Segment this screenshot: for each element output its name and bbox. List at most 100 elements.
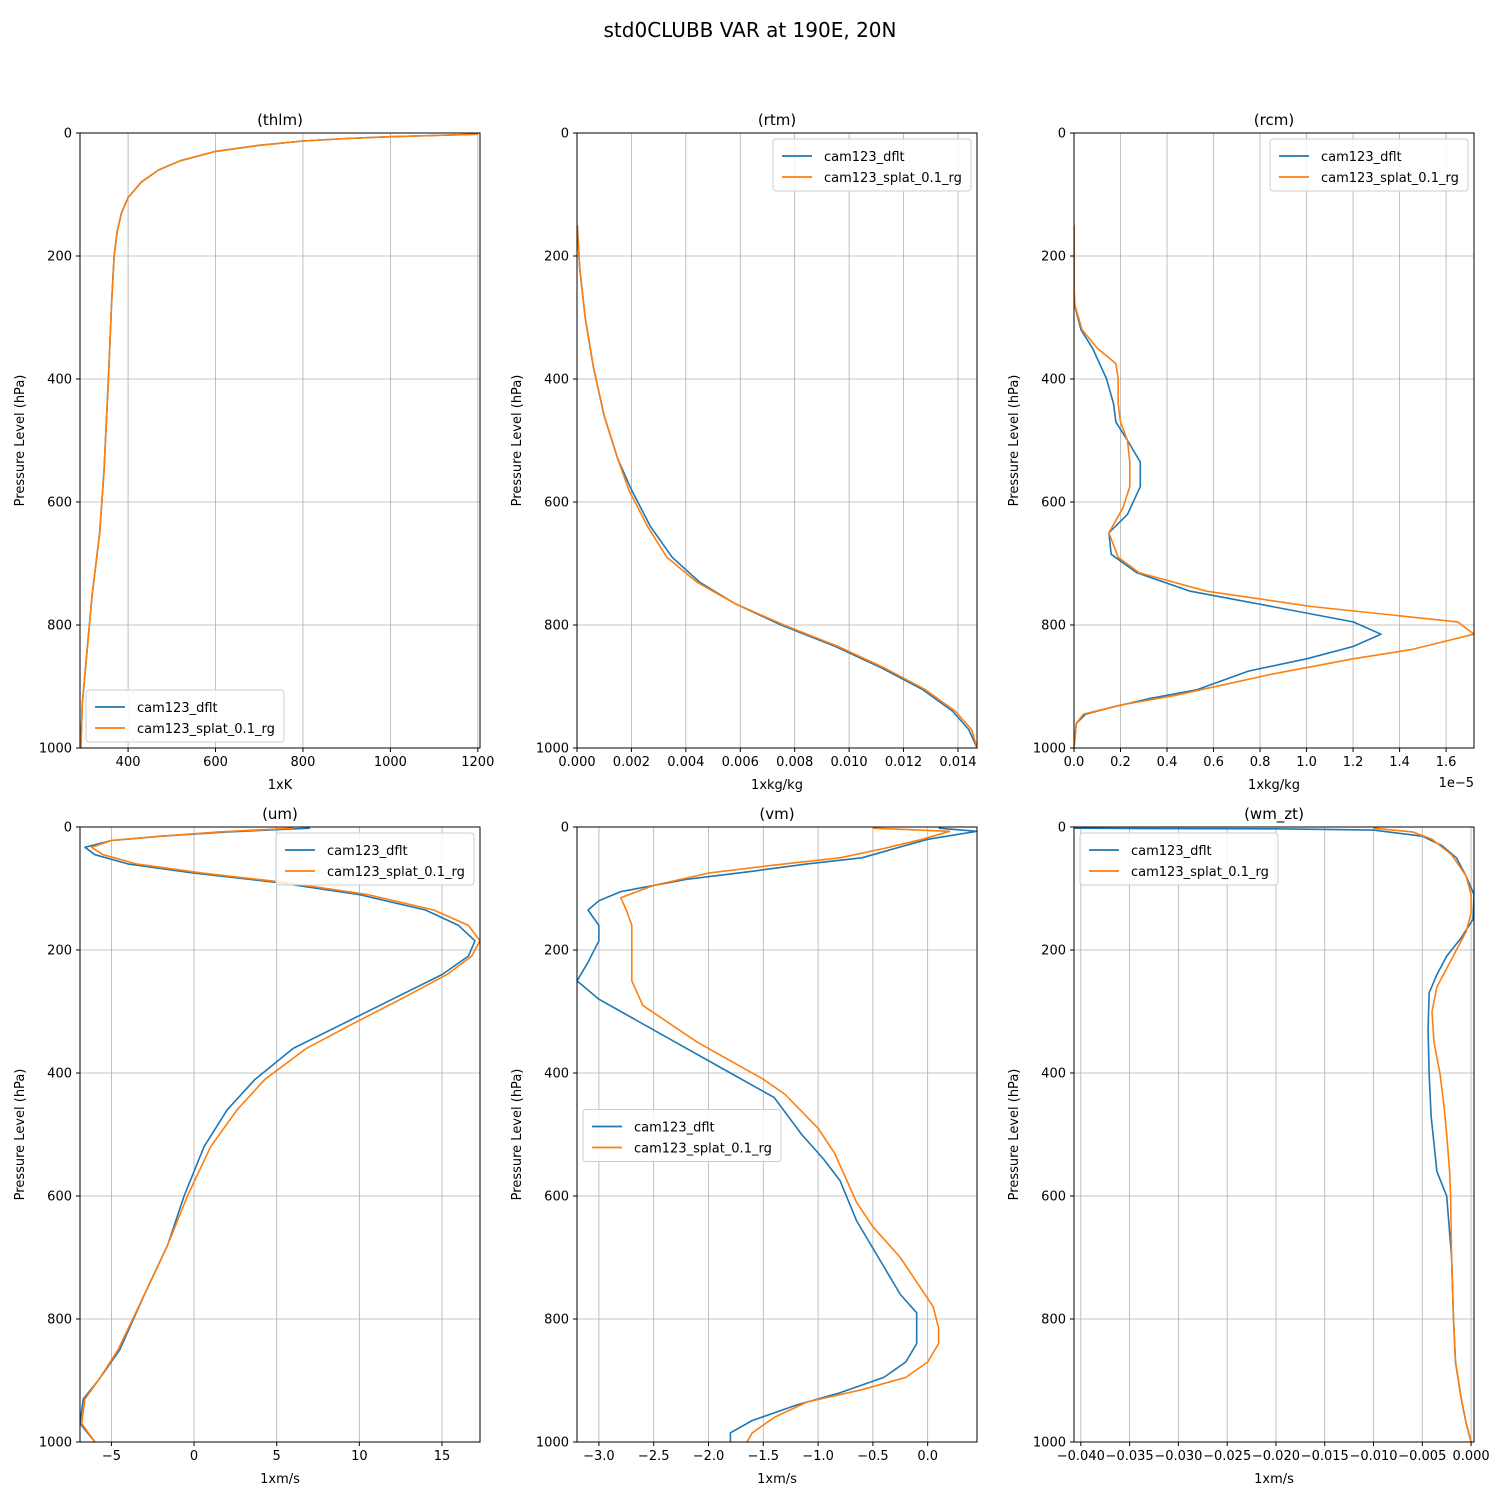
y-tick-label: 400 [47,1067,72,1082]
x-tick-label: 1.4 [1389,755,1410,770]
series-group [80,827,480,1442]
x-tick-label: −1.5 [748,1449,780,1464]
y-axis-label: Pressure Level (hPa) [13,375,28,507]
legend-label: cam123_dflt [634,1121,715,1136]
x-axis-label: 1xm/s [757,1472,797,1487]
x-tick-label: 0.012 [885,755,922,770]
x-tick-label: 0.8 [1250,755,1271,770]
x-tick-label: 0.010 [830,755,867,770]
y-tick-label: 800 [47,619,72,634]
series-group [1074,827,1474,1442]
x-tick-label: −0.030 [1154,1449,1202,1464]
y-tick-label: 600 [544,496,569,511]
y-tick-label: 1000 [39,742,72,757]
legend: cam123_dflt cam123_splat_0.1_rg [85,689,285,743]
y-tick-label: 800 [1041,1313,1066,1328]
series-line-cam123-splat-0-1-rg [577,225,977,748]
x-tick-label: −0.015 [1301,1449,1349,1464]
y-tick-label: 200 [544,250,569,265]
axes-frame [576,826,978,1443]
x-axis-label: 1xm/s [260,1472,300,1487]
legend-label: cam123_dflt [824,150,905,165]
legend-box [582,1109,782,1162]
x-tick-label: 0.006 [722,755,759,770]
y-tick-label: 0 [561,821,569,836]
series-group [577,827,977,1442]
axes-frame [1073,132,1475,749]
x-tick-label: 10 [351,1449,368,1464]
legend-label: cam123_splat_0.1_rg [824,171,962,186]
x-tick-label: 1200 [461,755,494,770]
panel-rcm: 0.0 0.2 0.4 0.6 0.8 1.0 1.2 1.4 1.6 0 200 400 600 800… [1007,111,1475,793]
x-tick-label: 1.2 [1343,755,1364,770]
x-offset-text: 1e−5 [1439,776,1474,791]
x-tick-label: −0.040 [1057,1449,1105,1464]
y-tick-label: 400 [1041,1067,1066,1082]
legend: cam123_dflt cam123_splat_0.1_rg [582,1109,782,1162]
y-tick-label: 200 [1041,944,1066,959]
x-axis-label: 1xK [268,778,293,793]
legend: cam123_dflt cam123_splat_0.1_rg [1079,832,1279,886]
x-tick-label: 600 [203,755,228,770]
figure-title: std0CLUBB VAR at 190E, 20N [604,18,897,42]
y-axis-label: Pressure Level (hPa) [510,375,525,507]
y-tick-label: 1000 [1033,1436,1066,1451]
series-line-cam123-splat-0-1-rg [80,827,480,1442]
x-tick-label: −0.005 [1398,1449,1446,1464]
legend: cam123_dflt cam123_splat_0.1_rg [772,138,972,192]
series-line-cam123-dflt [1074,225,1382,748]
series-group [577,225,977,748]
y-tick-label: 800 [544,619,569,634]
panel-wm_zt: −0.040 −0.035 −0.030 −0.025 −0.020 −0.015 −0.0… [1007,805,1490,1487]
legend-box [1079,832,1279,886]
x-tick-label: 0.0 [917,1449,938,1464]
legend: cam123_dflt cam123_splat_0.1_rg [1269,138,1469,192]
series-group [1074,225,1474,748]
y-axis-label: Pressure Level (hPa) [1007,375,1022,507]
legend-label: cam123_dflt [1131,844,1212,859]
x-axis-label: 1xkg/kg [751,778,803,793]
axes-frame [576,132,978,749]
y-tick-label: 600 [1041,1190,1066,1205]
panel-title: (vm) [759,805,794,823]
y-axis-label: Pressure Level (hPa) [1007,1069,1022,1201]
legend-label: cam123_dflt [1321,150,1402,165]
y-tick-label: 200 [544,944,569,959]
legend: cam123_dflt cam123_splat_0.1_rg [275,832,475,886]
x-tick-label: 800 [291,755,316,770]
legend-label: cam123_dflt [137,701,218,716]
y-tick-label: 800 [47,1313,72,1328]
legend-label: cam123_splat_0.1_rg [1131,865,1269,880]
y-tick-label: 400 [544,1067,569,1082]
y-tick-label: 600 [47,496,72,511]
series-line-cam123-dflt [577,827,977,1442]
axes-frame [79,132,481,749]
x-tick-label: 0.000 [1452,1449,1489,1464]
y-tick-label: 400 [544,373,569,388]
x-axis-label: 1xkg/kg [1248,778,1300,793]
x-tick-label: 0.6 [1203,755,1224,770]
x-tick-label: 0.008 [776,755,813,770]
series-group [80,133,478,748]
y-tick-label: 200 [47,250,72,265]
y-tick-label: 400 [47,373,72,388]
series-line-cam123-splat-0-1-rg [1074,225,1474,748]
series-line-cam123-splat-0-1-rg [620,827,951,1442]
x-tick-label: −2.0 [693,1449,725,1464]
series-line-cam123-splat-0-1-rg [80,133,478,748]
y-tick-label: 600 [47,1190,72,1205]
series-line-cam123-splat-0-1-rg [1373,827,1472,1442]
legend-label: cam123_splat_0.1_rg [327,865,465,880]
y-tick-label: 1000 [39,1436,72,1451]
x-tick-label: 0.0 [1064,755,1085,770]
y-tick-label: 200 [47,944,72,959]
y-tick-label: 1000 [1033,742,1066,757]
y-tick-label: 1000 [536,742,569,757]
x-tick-label: 0.014 [939,755,976,770]
x-axis-label: 1xm/s [1254,1472,1294,1487]
y-tick-label: 0 [1058,821,1066,836]
axes-frame [1073,826,1475,1443]
x-tick-label: −5 [102,1449,121,1464]
y-tick-label: 200 [1041,250,1066,265]
